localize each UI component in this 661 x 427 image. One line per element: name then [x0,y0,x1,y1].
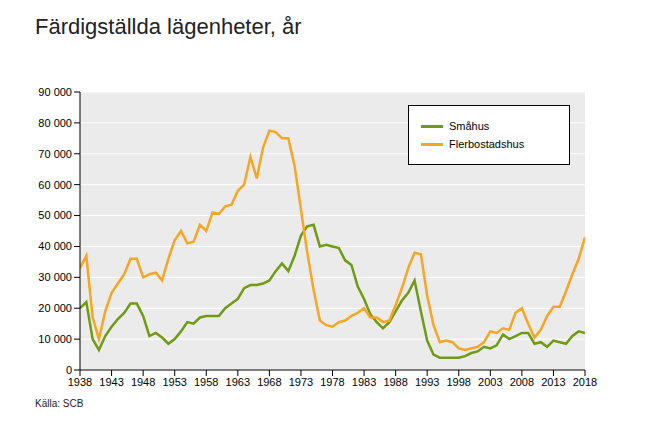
svg-text:60 000: 60 000 [38,179,72,191]
svg-text:1968: 1968 [257,376,281,388]
svg-text:1983: 1983 [352,376,376,388]
html-text:Källa: SCB: Källa: SCB [35,398,84,409]
svg-text:50 000: 50 000 [38,209,72,221]
svg-text:1988: 1988 [383,376,407,388]
svg-text:1938: 1938 [68,376,92,388]
svg-text:1973: 1973 [289,376,313,388]
svg-text:70 000: 70 000 [38,148,72,160]
svg-text:1978: 1978 [320,376,344,388]
svg-text:10 000: 10 000 [38,333,72,345]
svg-text:30 000: 30 000 [38,271,72,283]
svg-text:90 000: 90 000 [38,86,72,98]
svg-text:2013: 2013 [541,376,565,388]
svg-text:1958: 1958 [194,376,218,388]
svg-text:20 000: 20 000 [38,302,72,314]
svg-text:80 000: 80 000 [38,117,72,129]
svg-text:1993: 1993 [415,376,439,388]
html-text:Flerbostadshus: Flerbostadshus [449,138,525,150]
svg-text:2018: 2018 [573,376,597,388]
svg-text:40 000: 40 000 [38,240,72,252]
html-text:Färdigställda lägenheter, år: Färdigställda lägenheter, år [35,14,302,39]
svg-text:1948: 1948 [131,376,155,388]
svg-text:1963: 1963 [226,376,250,388]
svg-text:1998: 1998 [447,376,471,388]
svg-text:1943: 1943 [99,376,123,388]
svg-text:0: 0 [66,364,72,376]
svg-text:2003: 2003 [478,376,502,388]
svg-text:2008: 2008 [510,376,534,388]
svg-text:1953: 1953 [162,376,186,388]
html-text:Småhus: Småhus [449,120,490,132]
